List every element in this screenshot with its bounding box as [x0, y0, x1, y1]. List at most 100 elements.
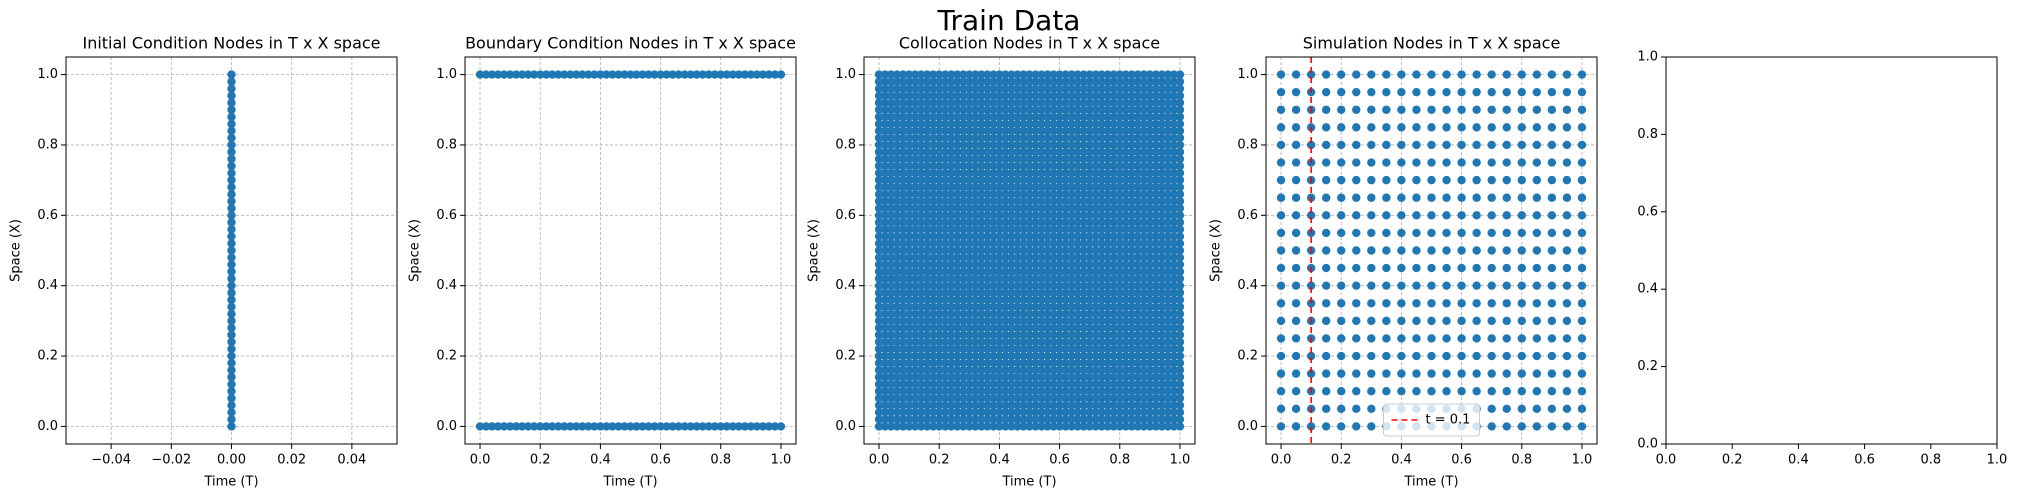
point — [542, 70, 551, 79]
point — [1291, 193, 1301, 202]
point — [1067, 344, 1076, 354]
point — [983, 422, 992, 431]
point — [1127, 253, 1137, 262]
point — [1013, 239, 1022, 248]
point — [1079, 394, 1088, 403]
point — [947, 119, 956, 129]
point — [1109, 267, 1118, 276]
point — [1157, 351, 1167, 361]
point — [1013, 379, 1022, 389]
point — [892, 161, 902, 171]
point — [959, 253, 968, 262]
point — [971, 175, 980, 185]
point — [1055, 126, 1064, 136]
point — [1121, 246, 1130, 255]
point — [941, 337, 950, 347]
point — [1097, 281, 1106, 290]
point — [971, 330, 980, 340]
point — [1127, 126, 1137, 136]
point — [1079, 225, 1088, 234]
point — [1079, 309, 1088, 319]
point — [1097, 316, 1106, 326]
point — [1097, 295, 1106, 304]
point — [1061, 77, 1070, 86]
point — [1151, 372, 1161, 382]
point — [1382, 228, 1391, 238]
point — [1175, 140, 1185, 150]
point — [1067, 253, 1076, 262]
point — [910, 126, 920, 136]
point — [1127, 218, 1137, 227]
point — [1577, 158, 1587, 167]
point — [941, 351, 950, 361]
point — [941, 344, 950, 354]
point — [1061, 119, 1070, 129]
point — [1502, 351, 1511, 361]
point — [1103, 126, 1112, 136]
point — [1079, 422, 1088, 431]
point — [1043, 225, 1052, 234]
point — [1037, 302, 1046, 311]
point — [922, 394, 932, 403]
point — [1306, 351, 1316, 361]
point — [941, 77, 950, 86]
point — [1037, 330, 1046, 340]
point — [916, 182, 926, 192]
point — [734, 70, 744, 79]
point — [892, 351, 902, 361]
point — [1025, 330, 1034, 340]
point — [989, 358, 998, 368]
point — [227, 330, 236, 340]
point — [916, 204, 926, 213]
point — [1151, 140, 1161, 150]
point — [1169, 323, 1179, 333]
point — [977, 140, 986, 150]
point — [953, 168, 962, 178]
point — [904, 267, 914, 276]
point — [953, 239, 962, 248]
point — [1442, 140, 1451, 150]
point — [904, 309, 914, 319]
point — [1055, 161, 1064, 171]
point — [1025, 204, 1034, 213]
point — [953, 309, 962, 319]
point — [1067, 422, 1076, 431]
point — [1127, 323, 1137, 333]
point — [880, 182, 890, 192]
point — [1025, 133, 1034, 143]
point — [959, 387, 968, 396]
point — [1157, 154, 1167, 164]
point — [1151, 197, 1161, 206]
point — [929, 422, 938, 431]
point — [1097, 267, 1106, 276]
point — [1043, 288, 1052, 297]
point — [1397, 105, 1406, 114]
point — [880, 295, 890, 304]
point — [1337, 211, 1346, 220]
point — [892, 281, 902, 290]
point — [959, 358, 968, 368]
point — [910, 415, 920, 424]
axes-frame — [464, 56, 797, 445]
point — [1055, 225, 1064, 234]
point — [1487, 422, 1496, 431]
point — [1145, 372, 1155, 382]
point — [1352, 334, 1361, 343]
point — [1109, 422, 1118, 431]
point — [886, 302, 896, 311]
point — [1091, 84, 1100, 93]
point — [1382, 299, 1391, 308]
point — [1547, 228, 1557, 238]
point — [916, 84, 926, 93]
point — [1031, 316, 1040, 326]
point — [880, 337, 890, 347]
point — [941, 408, 950, 417]
point — [1007, 204, 1016, 213]
point — [1031, 91, 1040, 100]
point — [1175, 204, 1185, 213]
point — [880, 274, 890, 283]
point — [1133, 267, 1143, 276]
point — [1085, 295, 1094, 304]
point — [1109, 140, 1118, 150]
point — [1007, 225, 1016, 234]
